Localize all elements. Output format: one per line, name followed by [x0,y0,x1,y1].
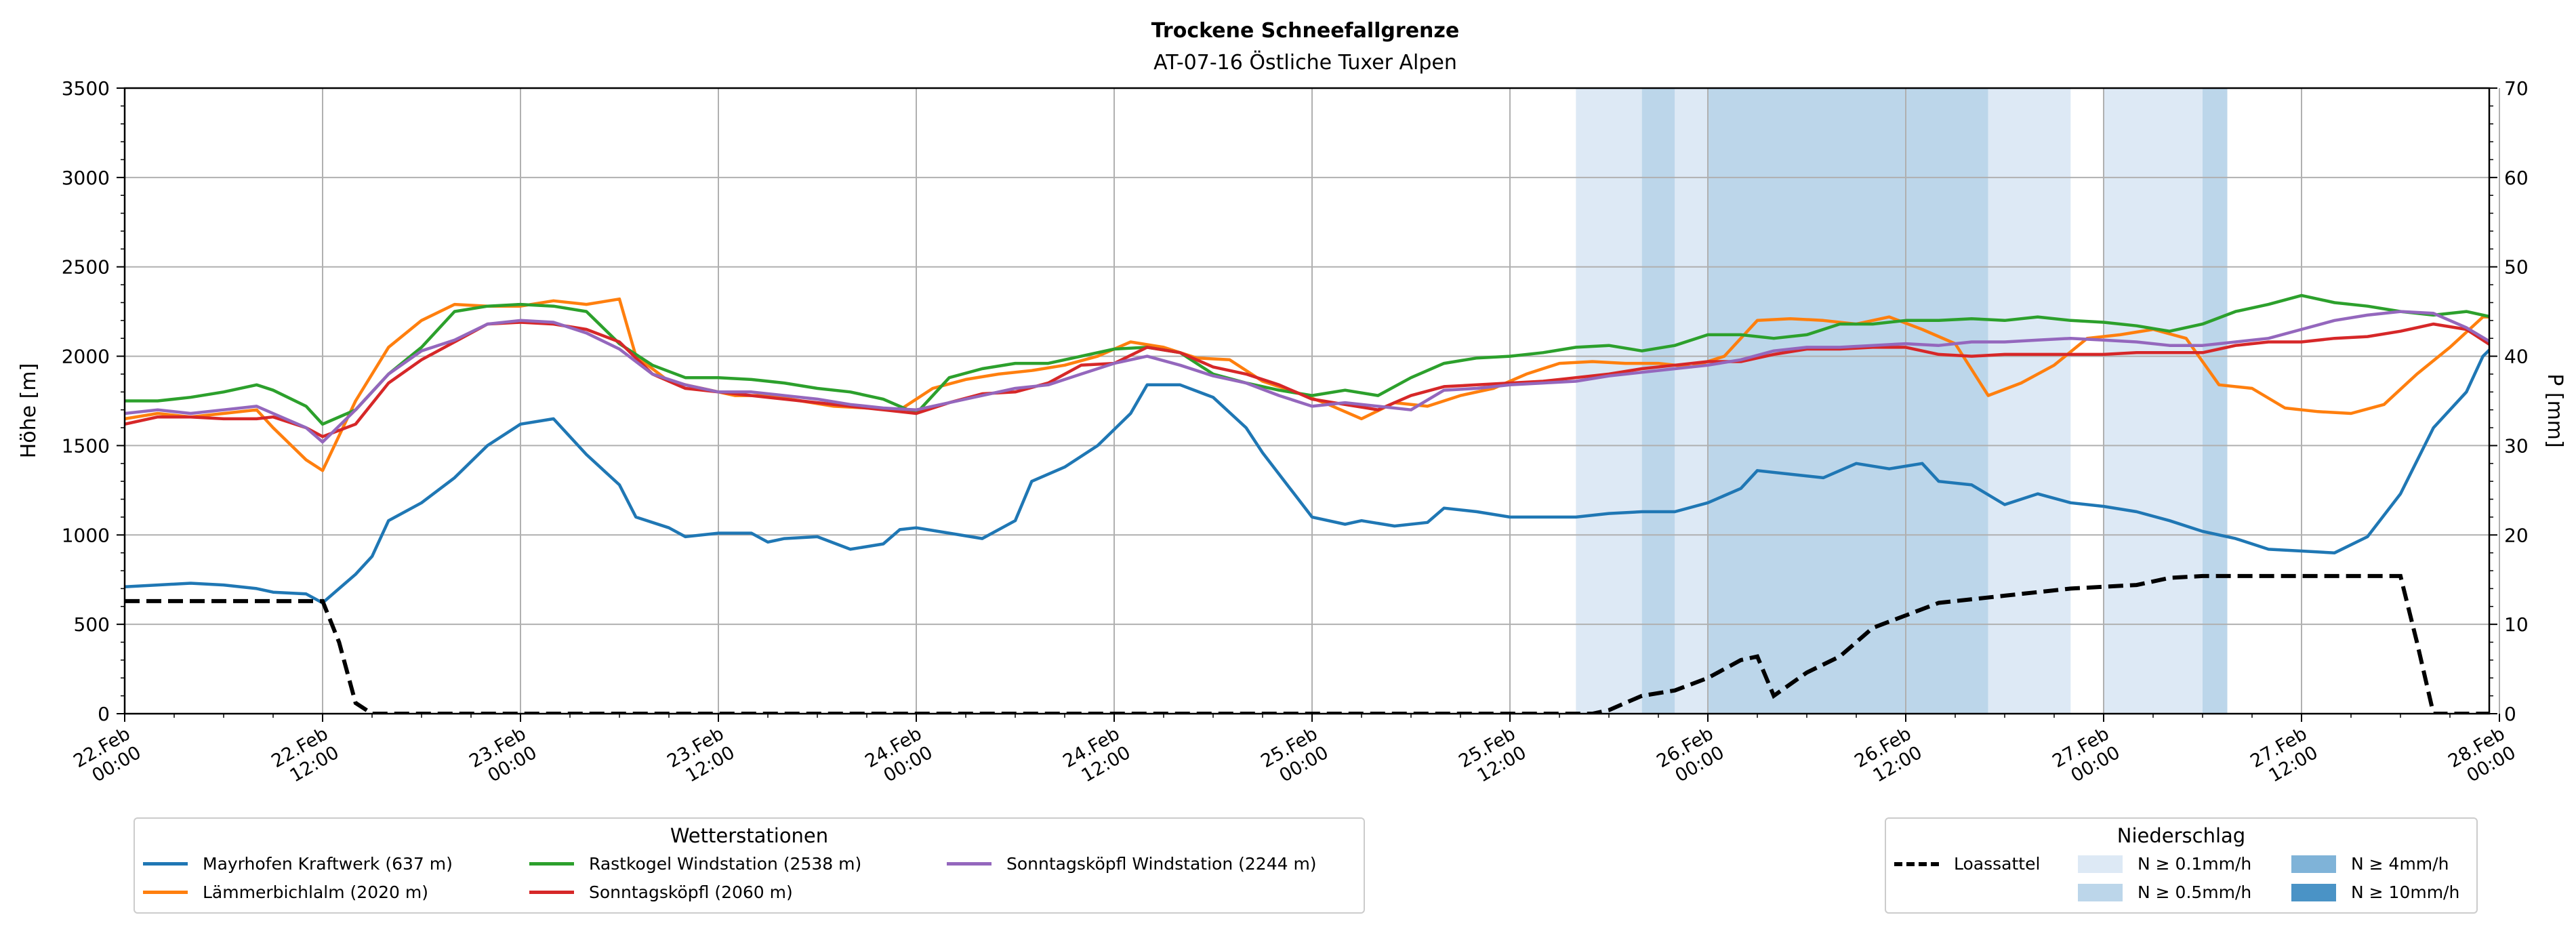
loassattel-line [125,573,2489,714]
y-tick-label: 1000 [62,524,110,546]
legend-swatch [947,862,991,866]
legend-precip: Niederschlag Loassattel N ≥ 0.1mm/h N ≥ … [1885,817,2478,914]
y-tick-label: 3500 [62,77,110,100]
legend-swatch-box [2078,855,2123,873]
legend-label: Sonntagsköpfl Windstation (2244 m) [1006,854,1317,874]
y2-tick-label: 30 [2504,434,2529,457]
legend-swatch-box [2291,883,2336,901]
precip-band [1641,88,1675,714]
y-tick-label: 2500 [62,256,110,279]
legend-swatch-dashed [1894,861,1939,866]
precip-band [1576,88,1642,714]
series-line [125,348,2489,605]
legend-stations: Wetterstationen Mayrhofen Kraftwerk (637… [134,817,1365,914]
legend-swatch [143,862,188,866]
legend-item-laemmerbichlalm: Lämmerbichlalm (2020 m) [143,882,428,902]
y2-tick-label: 70 [2504,77,2529,100]
y-tick-label: 0 [98,703,110,725]
legend-swatch-box [2291,855,2336,873]
legend-label: N ≥ 0.1mm/h [2138,854,2252,874]
series-line [125,297,2489,472]
legend-label: N ≥ 4mm/h [2351,854,2449,874]
plot-frame [123,87,2491,715]
legend-label: N ≥ 10mm/h [2351,882,2460,902]
y2-axis-label: P [mm] [2543,373,2567,447]
legend-label: N ≥ 0.5mm/h [2138,882,2252,902]
legend-item-n01: N ≥ 0.1mm/h [2078,854,2251,874]
legend-item-n10: N ≥ 10mm/h [2291,882,2459,902]
legend-label: Loassattel [1954,854,2041,874]
precip-bands [1576,88,2228,714]
y2-tick-label: 50 [2504,256,2529,279]
series-line [125,293,2489,426]
legend-label: Sonntagsköpfl (2060 m) [589,882,793,902]
legend-stations-title: Wetterstationen [670,824,829,847]
legend-item-n4: N ≥ 4mm/h [2291,854,2449,874]
legend-item-rastkogel: Rastkogel Windstation (2538 m) [529,854,861,874]
series-line [125,321,2489,439]
axes [117,87,2500,722]
y-tick-label: 500 [74,613,110,636]
chart-subtitle: AT-07-16 Östliche Tuxer Alpen [1153,50,1457,75]
series-line [125,310,2489,444]
y-tick-label: 2000 [62,346,110,368]
y2-tick-label: 10 [2504,613,2529,636]
legend-item-n05: N ≥ 0.5mm/h [2078,882,2251,902]
precip-band [1708,88,1988,714]
legend-precip-title: Niederschlag [2117,824,2246,847]
legend-label: Mayrhofen Kraftwerk (637 m) [203,854,453,874]
precip-band [1675,88,1708,714]
series-lines [125,293,2489,714]
legend-swatch-box [2078,883,2123,901]
y-tick-label: 3000 [62,167,110,189]
y2-tick-label: 60 [2504,167,2529,189]
legend-item-mayrhofen: Mayrhofen Kraftwerk (637 m) [143,854,453,874]
legend-swatch [529,891,574,894]
y2-tick-label: 20 [2504,524,2529,546]
legend-item-loassattel: Loassattel [1894,854,2040,874]
legend-item-sonntagskoepfl-wind: Sonntagsköpfl Windstation (2244 m) [947,854,1317,874]
precip-band [1988,88,2071,714]
y-axis-label: Höhe [m] [17,363,41,459]
legend-label: Rastkogel Windstation (2538 m) [589,854,862,874]
precip-band [2104,88,2203,714]
y-tick-label: 1500 [62,434,110,457]
legend-swatch [143,891,188,894]
precip-band [2203,88,2228,714]
chart-title: Trockene Schneefallgrenze [1151,19,1459,43]
y2-tick-label: 40 [2504,346,2529,368]
legend-swatch [529,862,574,866]
y2-tick-label: 0 [2504,703,2516,725]
legend-item-sonntagskoepfl: Sonntagsköpfl (2060 m) [529,882,793,902]
legend-label: Lämmerbichlalm (2020 m) [203,882,428,902]
